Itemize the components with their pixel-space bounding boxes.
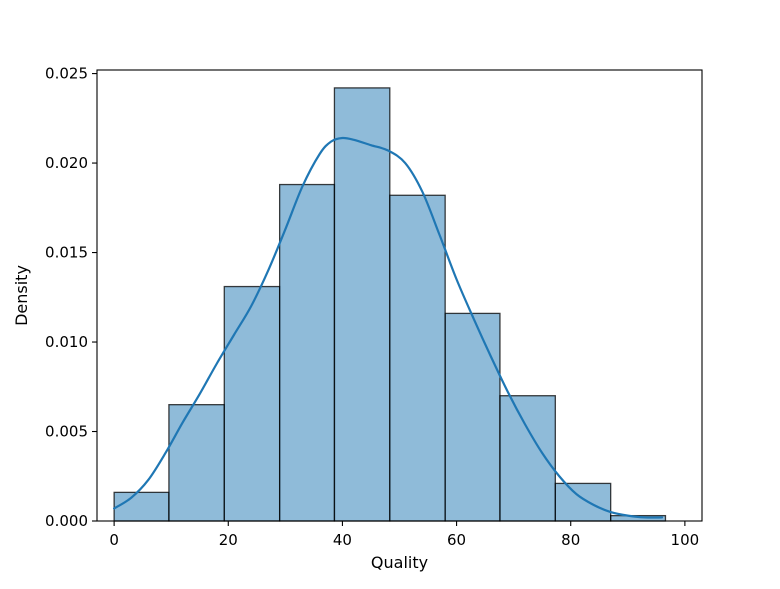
y-tick-label: 0.010: [45, 333, 88, 351]
bars-layer: [113, 87, 667, 522]
y-tick-label: 0.015: [45, 244, 88, 262]
histogram-bar-1: [113, 491, 170, 522]
x-tick-label: 40: [333, 531, 352, 549]
x-tick-label: 0: [109, 531, 119, 549]
y-axis-ticks: 0.000 0.005 0.010 0.015 0.020 0.025: [45, 65, 97, 530]
axes-frame: [96, 69, 703, 522]
x-tick-label: 60: [447, 531, 466, 549]
histogram-bar-5: [333, 87, 391, 522]
x-tick-label: 20: [219, 531, 238, 549]
y-tick-label: 0.005: [45, 423, 88, 441]
x-tick-label: 100: [671, 531, 700, 549]
y-tick-label: 0.000: [45, 512, 88, 530]
x-axis-ticks: 0 20 40 60 80 100: [109, 521, 699, 549]
y-axis-label: Density: [12, 265, 31, 326]
histogram-bar-3: [223, 285, 281, 522]
histogram-bar-4: [278, 183, 336, 522]
histogram-bar-7: [444, 312, 501, 522]
x-axis-label: Quality: [371, 553, 428, 572]
histogram-bar-6: [389, 194, 446, 522]
kde-layer: [113, 136, 664, 519]
kde-density-line: [113, 136, 664, 519]
y-tick-label: 0.020: [45, 154, 88, 172]
y-tick-label: 0.025: [45, 65, 88, 83]
histogram-bar-9: [554, 482, 612, 522]
x-tick-label: 80: [561, 531, 580, 549]
histogram-bar-2: [168, 404, 225, 522]
